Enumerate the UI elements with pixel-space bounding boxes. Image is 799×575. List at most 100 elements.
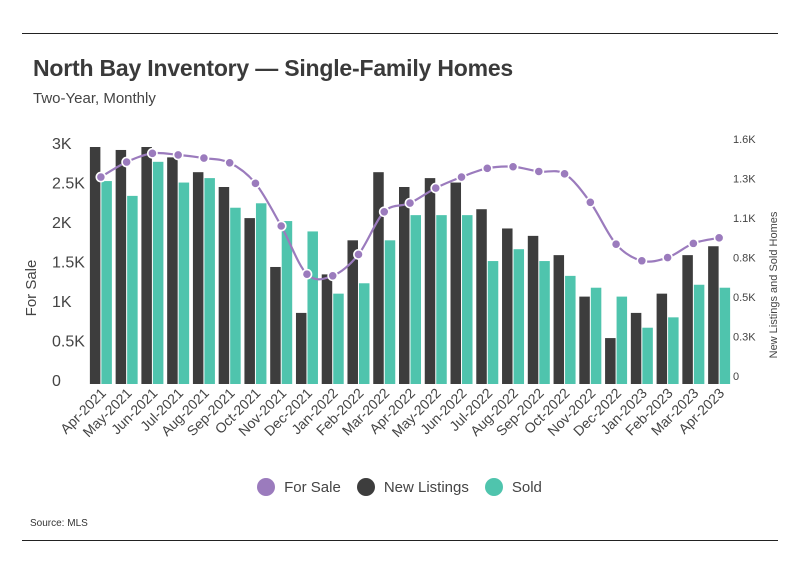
point-for-sale bbox=[430, 182, 442, 194]
legend-item-new-listings: New Listings bbox=[356, 478, 469, 496]
bar-sold bbox=[152, 161, 164, 384]
bar-new-listings bbox=[502, 228, 513, 384]
bottom-rule bbox=[22, 540, 778, 541]
bar-new-listings bbox=[708, 246, 719, 384]
point-for-sale bbox=[481, 162, 493, 174]
y2-tick-label: 1.1K bbox=[733, 213, 756, 225]
point-for-sale bbox=[146, 147, 158, 159]
point-for-sale bbox=[327, 270, 339, 282]
y2-tick-label: 0.5K bbox=[733, 292, 756, 304]
bar-new-listings bbox=[476, 209, 487, 384]
bar-new-listings bbox=[450, 182, 462, 384]
point-for-sale bbox=[198, 152, 210, 164]
bar-new-listings bbox=[321, 274, 333, 384]
bar-new-listings bbox=[605, 338, 616, 384]
y-tick-label: 2.5K bbox=[52, 176, 85, 193]
y-tick-label: 2K bbox=[52, 215, 72, 232]
bar-sold bbox=[281, 221, 293, 384]
bar-sold bbox=[307, 231, 318, 384]
bar-new-listings bbox=[553, 255, 565, 384]
bar-new-listings bbox=[89, 147, 101, 384]
bar-sold bbox=[101, 181, 112, 384]
chart-subtitle: Two-Year, Monthly bbox=[33, 90, 156, 107]
point-for-sale bbox=[224, 157, 236, 169]
bar-new-listings bbox=[424, 178, 436, 384]
bar-new-listings bbox=[295, 312, 307, 384]
point-for-sale bbox=[636, 255, 648, 267]
y-tick-label: 1.5K bbox=[52, 255, 85, 272]
bar-new-listings bbox=[347, 240, 358, 384]
chart-title: North Bay Inventory — Single-Family Home… bbox=[33, 55, 514, 81]
bar-sold bbox=[513, 249, 525, 384]
point-for-sale bbox=[275, 220, 287, 232]
bar-new-listings bbox=[682, 255, 693, 384]
bar-new-listings bbox=[630, 312, 642, 384]
source-note: Source: MLS bbox=[30, 518, 88, 529]
bar-sold bbox=[410, 215, 421, 384]
bar-new-listings bbox=[373, 172, 384, 384]
point-for-sale bbox=[353, 249, 364, 260]
bar-sold bbox=[358, 283, 370, 384]
bar-sold bbox=[178, 182, 190, 384]
bar-new-listings bbox=[141, 147, 152, 384]
bar-sold bbox=[384, 240, 396, 384]
bar-sold bbox=[487, 261, 499, 384]
y2-tick-label: 1.6K bbox=[733, 134, 756, 146]
bar-new-listings bbox=[115, 149, 127, 384]
y2-tick-label: 1.3K bbox=[733, 173, 756, 185]
top-rule bbox=[22, 33, 778, 34]
point-for-sale bbox=[662, 252, 673, 263]
bar-sold bbox=[693, 284, 705, 384]
bar-sold bbox=[565, 275, 576, 384]
bar-sold bbox=[668, 317, 679, 384]
point-for-sale bbox=[404, 197, 416, 209]
bar-sold bbox=[204, 178, 215, 384]
y2-axis-label: New Listings and Sold Homes bbox=[768, 211, 780, 358]
y-tick-label: 3K bbox=[52, 136, 72, 153]
bar-sold bbox=[255, 203, 267, 384]
y-tick-label: 0 bbox=[52, 373, 61, 390]
bar-new-listings bbox=[399, 186, 410, 384]
bar-sold bbox=[333, 293, 344, 384]
point-for-sale bbox=[713, 232, 725, 244]
point-for-sale bbox=[95, 171, 107, 183]
y-tick-label: 1K bbox=[52, 294, 72, 311]
point-for-sale bbox=[456, 171, 467, 183]
point-for-sale bbox=[378, 206, 390, 218]
bar-sold bbox=[539, 261, 550, 384]
bar-new-listings bbox=[192, 172, 204, 384]
bar-sold bbox=[230, 207, 241, 384]
bar-new-listings bbox=[244, 218, 255, 384]
point-for-sale bbox=[533, 166, 545, 177]
point-for-sale bbox=[584, 196, 596, 208]
legend: For Sale New Listings Sold bbox=[0, 478, 799, 496]
bar-sold bbox=[642, 327, 653, 384]
point-for-sale bbox=[301, 268, 313, 280]
bar-sold bbox=[462, 215, 473, 384]
bar-sold bbox=[436, 215, 447, 384]
point-for-sale bbox=[250, 177, 261, 189]
point-for-sale bbox=[121, 156, 133, 168]
legend-swatch-new-listings bbox=[356, 478, 375, 496]
legend-swatch-sold bbox=[484, 478, 503, 496]
point-for-sale bbox=[507, 161, 519, 173]
bar-sold bbox=[590, 287, 602, 384]
legend-swatch-for-sale bbox=[257, 478, 276, 496]
legend-label-new-listings: New Listings bbox=[383, 478, 469, 496]
y-tick-label: 0.5K bbox=[52, 334, 85, 351]
bar-sold bbox=[127, 195, 138, 384]
bar-new-listings bbox=[656, 293, 668, 384]
y2-tick-label: 0.8K bbox=[733, 252, 756, 264]
bar-new-listings bbox=[270, 266, 281, 384]
bar-new-listings bbox=[167, 157, 178, 384]
point-for-sale bbox=[610, 238, 622, 250]
y-axis-label: For Sale bbox=[23, 260, 40, 317]
point-for-sale bbox=[687, 237, 699, 249]
y2-tick-label: 0 bbox=[733, 371, 739, 383]
bar-new-listings bbox=[218, 186, 230, 384]
point-for-sale bbox=[172, 149, 184, 161]
legend-item-for-sale: For Sale bbox=[257, 478, 341, 496]
legend-item-sold: Sold bbox=[484, 478, 542, 496]
bar-sold bbox=[719, 287, 731, 384]
